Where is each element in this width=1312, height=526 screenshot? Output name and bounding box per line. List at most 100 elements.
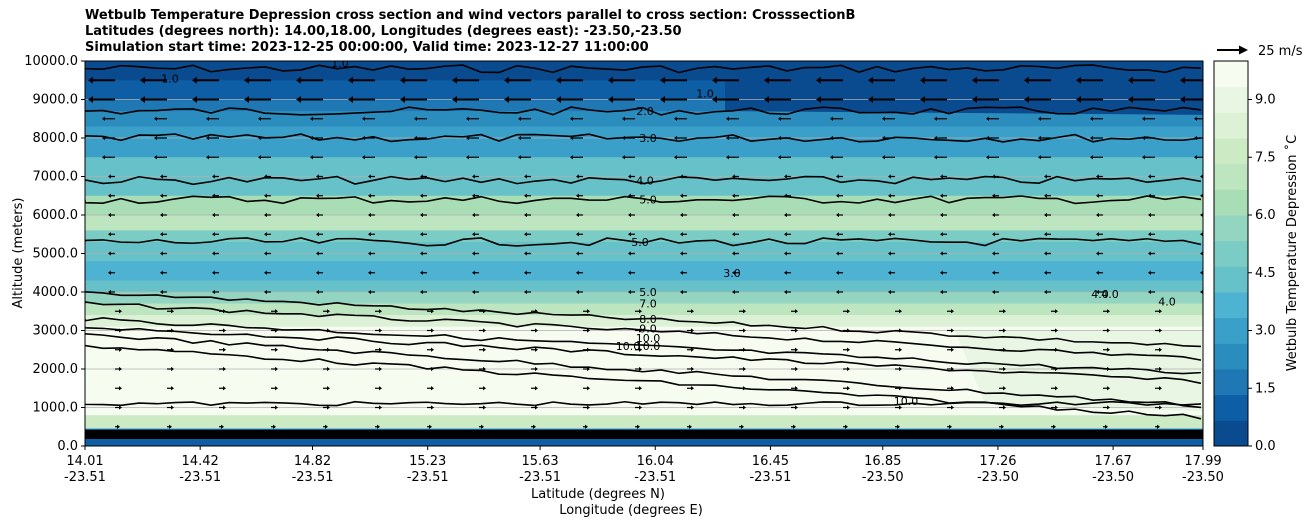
wind-vector	[895, 405, 902, 410]
wind-vector	[102, 116, 115, 121]
wind-vector	[784, 270, 791, 275]
wind-vector	[518, 116, 531, 121]
wind-vector	[160, 232, 167, 237]
y-tick-label: 9000.0	[33, 93, 79, 108]
wind-vector	[628, 251, 635, 256]
wind-vector	[947, 386, 954, 391]
wind-vector	[726, 135, 739, 141]
wind-vector	[732, 174, 739, 179]
wind-vector	[316, 212, 323, 218]
wind-vector	[947, 309, 954, 314]
wind-vector	[1103, 309, 1110, 314]
wind-vector	[310, 155, 323, 160]
wind-vector	[940, 289, 947, 295]
wind-vector	[628, 193, 635, 198]
contour-label: 1.0	[696, 88, 714, 101]
wind-vector	[608, 96, 635, 103]
wind-vector	[1044, 193, 1051, 198]
wind-vector	[1103, 328, 1110, 333]
wind-vector	[115, 347, 122, 352]
contour-line	[85, 64, 1202, 74]
wind-vector	[1051, 386, 1058, 391]
wind-vector	[628, 270, 635, 275]
wind-vector	[895, 424, 900, 429]
wind-vector	[940, 174, 947, 179]
wind-vector	[732, 289, 739, 295]
colorbar: 0.0 1.5 3.0 4.5 6.0 7.5 9.0 Wetbulb Temperature…	[1213, 60, 1300, 454]
wind-vector	[466, 116, 479, 121]
wind-vector	[504, 96, 531, 103]
colorbar-swatch	[1214, 343, 1248, 370]
wind-vector	[947, 424, 952, 429]
wind-vector	[680, 270, 687, 275]
wind-vector	[219, 405, 226, 410]
contour-line	[85, 301, 1202, 361]
fill-band	[85, 315, 1203, 328]
y-tick-label: 10000.0	[24, 54, 78, 69]
wind-vector	[212, 174, 219, 179]
contour-label: 10.0	[894, 395, 919, 408]
wind-vector	[784, 232, 791, 237]
wind-vector	[739, 424, 744, 429]
wind-vector	[583, 347, 590, 352]
wind-vector	[219, 309, 226, 314]
wind-vector	[212, 193, 219, 198]
wind-vector	[479, 405, 486, 410]
wind-vector	[687, 347, 694, 352]
wind-vector	[206, 135, 219, 141]
fill-band	[725, 61, 1203, 115]
contour-line	[85, 400, 1202, 407]
contour-label: 1.0	[161, 72, 179, 85]
y-tick-label: 6000.0	[33, 208, 79, 223]
colorbar-tick-label: 7.5	[1255, 150, 1276, 165]
wind-vector	[726, 155, 739, 160]
wind-vector	[940, 270, 947, 275]
wind-vector	[1044, 174, 1051, 179]
wind-vector	[212, 232, 219, 237]
wind-vector	[375, 386, 382, 391]
contour-line	[85, 326, 1202, 385]
wind-vector	[531, 386, 538, 391]
wind-vector	[1103, 424, 1108, 429]
wind-vector	[1207, 328, 1214, 332]
wind-vector	[167, 386, 174, 391]
wind-vector	[264, 212, 271, 218]
fill-band	[85, 280, 1203, 293]
contour-label: 9.0	[639, 323, 657, 336]
wind-vector	[992, 232, 999, 237]
wind-vector	[1148, 270, 1155, 275]
wind-vector	[628, 289, 635, 295]
wind-vector	[264, 174, 271, 179]
wind-vector	[680, 251, 687, 256]
wind-vector	[472, 174, 479, 179]
wind-vector	[836, 289, 843, 295]
wind-vector	[531, 366, 538, 372]
wind-vector	[427, 366, 434, 372]
wind-vector	[258, 116, 271, 121]
fill-band	[85, 261, 1203, 281]
wind-vector	[167, 405, 174, 410]
wind-vector	[1090, 116, 1103, 121]
wind-vectors	[88, 76, 1214, 429]
contour-label: 4.0	[1091, 288, 1109, 301]
title-line-3: Simulation start time: 2023-12-25 00:00:…	[85, 40, 649, 55]
wind-vector	[479, 347, 486, 352]
wind-vector	[739, 328, 746, 333]
wind-vector	[1148, 174, 1155, 179]
wind-vector	[687, 386, 694, 391]
wind-vector	[154, 116, 167, 121]
y-tick-label: 7000.0	[33, 170, 79, 185]
y-tick-label: 5000.0	[33, 247, 79, 262]
wind-vector	[947, 366, 954, 372]
wind-vector	[160, 193, 167, 198]
wind-vector	[576, 174, 583, 179]
wind-vector	[972, 76, 999, 84]
wind-vector	[524, 289, 531, 295]
colorbar-swatch	[1214, 138, 1248, 165]
wind-vector	[108, 270, 115, 275]
contour-line	[85, 291, 1202, 348]
wind-vector	[895, 309, 902, 314]
colorbar-swatch	[1214, 394, 1248, 421]
wind-vector	[576, 270, 583, 275]
wind-vector	[570, 155, 583, 160]
